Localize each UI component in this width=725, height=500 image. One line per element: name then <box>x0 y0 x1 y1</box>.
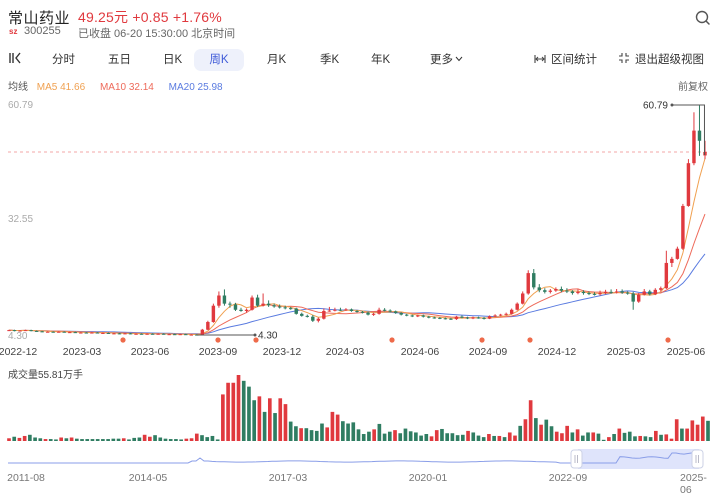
tab-label: 日K <box>163 54 183 66</box>
tab-4[interactable]: 月K <box>257 49 296 71</box>
event-marker[interactable] <box>389 337 395 343</box>
candlestick-canvas: 60.79 4.30 <box>7 101 710 343</box>
range-stats-icon <box>534 49 546 71</box>
stock-name: 常山药业 <box>8 10 71 27</box>
ma20-value: MA20 25.98 <box>168 82 223 93</box>
search-icon <box>695 10 710 25</box>
search-button[interactable] <box>694 9 712 27</box>
tab-label: 季K <box>320 54 340 66</box>
x-axis-label: 2024-12 <box>537 346 577 358</box>
navigator-label: 2011-08 <box>7 472 45 484</box>
navigator-label: 2014-05 <box>128 472 168 484</box>
ma-legend: 均线 MA5 41.66 MA10 32.14 MA20 25.98 <box>8 78 235 93</box>
kline-toggle-button[interactable] <box>8 51 22 68</box>
kline-collapse-icon <box>9 52 21 64</box>
navigator-left-handle[interactable] <box>570 449 583 469</box>
navigator-label: 2025-06 <box>680 472 707 496</box>
x-axis-label: 2022-12 <box>0 346 38 358</box>
volume-chart[interactable] <box>0 370 725 443</box>
tab-label: 周K <box>209 54 229 66</box>
tab-5[interactable]: 季K <box>310 49 349 71</box>
x-axis-label: 2024-09 <box>468 346 508 358</box>
max-price-annotation: 60.79 <box>643 101 668 112</box>
ma10-value: MA10 32.14 <box>99 82 154 93</box>
event-marker[interactable] <box>253 337 259 343</box>
tab-6[interactable]: 年K <box>361 49 400 71</box>
x-axis-label: 2025-06 <box>666 346 706 358</box>
tab-label: 年K <box>371 54 391 66</box>
x-axis-label: 2023-06 <box>130 346 170 358</box>
range-stats-button[interactable]: 区间统计 <box>534 49 597 71</box>
collapse-icon <box>618 49 630 71</box>
event-marker[interactable] <box>120 337 126 343</box>
market-status: 已收盘 06-20 15:30:00 北京时间 <box>78 28 236 40</box>
volume-canvas <box>7 375 710 441</box>
tab-label: 月K <box>267 54 287 66</box>
event-marker[interactable] <box>215 337 221 343</box>
tab-2[interactable]: 日K <box>153 49 192 71</box>
stock-code: 300255 <box>24 25 61 37</box>
y-axis-mid-label: 32.55 <box>8 214 34 225</box>
candlestick-chart[interactable]: 60.79 4.30 60.79 32.55 4.30 <box>0 95 725 345</box>
x-axis-label: 2023-12 <box>262 346 302 358</box>
tab-1[interactable]: 五日 <box>98 49 141 71</box>
exit-super-view-button[interactable]: 退出超级视图 <box>618 49 704 71</box>
x-axis-label: 2024-06 <box>400 346 440 358</box>
event-marker[interactable] <box>665 337 671 343</box>
tab-0[interactable]: 分时 <box>42 49 85 71</box>
volume-label: 成交量55.81万手 <box>8 370 84 381</box>
stock-price-change: 49.25元 +0.85 +1.76% <box>78 9 222 25</box>
tab-3[interactable]: 周K <box>194 49 244 71</box>
y-axis-min-label: 4.30 <box>8 331 28 342</box>
exit-super-view-label: 退出超级视图 <box>635 54 704 66</box>
navigator-label: 2017-03 <box>268 472 308 484</box>
navigator-right-handle[interactable] <box>691 449 704 469</box>
ma-label: 均线 <box>8 82 28 93</box>
stock-header: 常山药业 49.25元 +0.85 +1.76% sz 300255 已收盘 0… <box>0 0 725 42</box>
event-marker[interactable] <box>479 337 485 343</box>
tab-label: 五日 <box>108 54 131 66</box>
market-badge: sz <box>9 27 18 36</box>
price-adjust-selector[interactable]: 前复权 <box>678 82 708 93</box>
min-price-annotation: 4.30 <box>258 331 278 342</box>
x-axis-labels: 2022-12 2023-03 2023-06 2023-09 2023-12 2024-… <box>0 346 725 362</box>
x-axis-label: 2025-03 <box>606 346 646 358</box>
tab-label: 更多 <box>430 54 453 66</box>
chevron-down-icon <box>453 54 463 66</box>
navigator-canvas <box>8 449 704 469</box>
ma5-value: MA5 41.66 <box>36 82 86 93</box>
y-axis-max-label: 60.79 <box>8 100 34 111</box>
navigator-label: 2020-01 <box>408 472 448 484</box>
tab-7[interactable]: 更多 <box>420 49 473 71</box>
x-axis-label: 2023-03 <box>62 346 102 358</box>
tab-label: 分时 <box>52 54 75 66</box>
navigator-label: 2022-09 <box>548 472 588 484</box>
time-navigator[interactable] <box>0 446 725 500</box>
x-axis-label: 2023-09 <box>198 346 238 358</box>
event-marker[interactable] <box>527 337 533 343</box>
period-tabs: 分时 五日 日K 周K 月K 季K 年K 更多 区间统计 退出超级视图 <box>0 48 725 74</box>
x-axis-label: 2024-03 <box>325 346 365 358</box>
range-stats-label: 区间统计 <box>551 54 597 66</box>
